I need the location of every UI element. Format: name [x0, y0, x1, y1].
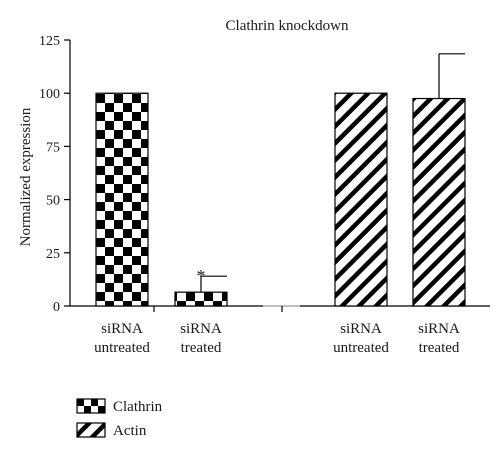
error-bars — [200, 53, 465, 293]
y-tick-label: 50 — [46, 194, 60, 209]
bar-actin-treated — [412, 97, 466, 307]
y-axis: 0 25 50 75 100 125 — [39, 34, 71, 315]
y-tick-label: 75 — [46, 140, 60, 155]
legend-label-actin: Actin — [113, 423, 147, 439]
y-tick-label: 25 — [46, 247, 60, 262]
y-tick-label: 100 — [39, 87, 60, 102]
y-tick-label: 125 — [39, 34, 60, 49]
bar-clathrin-treated — [174, 291, 228, 307]
x-tick-label: treated — [419, 340, 460, 356]
x-tick-label: treated — [181, 340, 222, 356]
x-tick-label: siRNA — [101, 321, 143, 337]
legend-label-clathrin: Clathrin — [113, 399, 163, 415]
x-tick-label: siRNA — [340, 321, 382, 337]
bar-actin-untreated — [334, 92, 388, 307]
x-tick-labels: siRNA untreated siRNA treated siRNA untreated… — [94, 321, 460, 356]
x-tick-label: siRNA — [418, 321, 460, 337]
y-tick-label: 0 — [53, 300, 60, 315]
bar-clathrin-untreated — [95, 92, 149, 307]
chart-title: Clathrin knockdown — [226, 18, 349, 34]
legend: Clathrin Actin — [76, 398, 163, 439]
legend-swatch-clathrin — [76, 398, 106, 414]
legend-swatch-actin — [76, 422, 106, 438]
annotations: * — [197, 266, 206, 286]
x-tick-label: untreated — [94, 340, 150, 356]
significance-marker: * — [197, 266, 206, 286]
y-axis-label: Normalized expression — [18, 107, 34, 246]
x-axis — [70, 305, 490, 312]
bars — [95, 92, 466, 307]
x-tick-label: siRNA — [180, 321, 222, 337]
x-tick-label: untreated — [333, 340, 389, 356]
